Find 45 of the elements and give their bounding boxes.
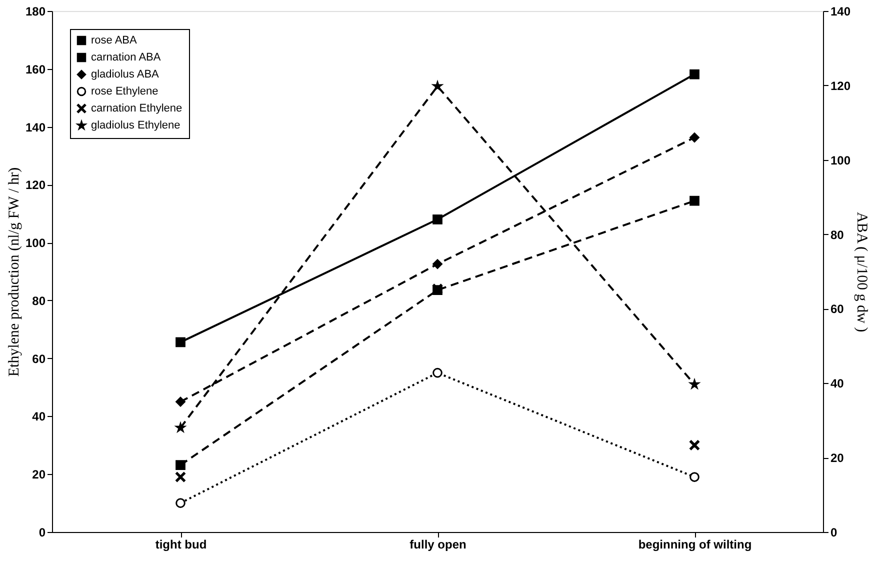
point [690,196,700,206]
y-tick-label: 120 [25,178,46,192]
point [176,422,186,432]
point [176,460,186,470]
y-axis-title: Ethylene production (nl/g FW / hr) [6,167,22,377]
legend-label: carnation Ethylene [91,102,182,114]
y-tick-label: 100 [25,236,46,250]
point [176,472,186,482]
y-tick-label: 60 [32,352,46,366]
point [432,368,442,378]
y2-tick-label: 40 [830,376,844,391]
legend-label: rose ABA [91,34,138,46]
y-tick-label: 20 [32,468,46,482]
y2-axis-title: ABA ( μ/100 g dw ) [854,212,870,332]
point [690,379,700,389]
x-tick-label: fully open [410,538,466,552]
legend-label: gladiolus ABA [91,68,160,80]
legend-label: carnation ABA [91,52,162,64]
x-tick-label: beginning of wilting [638,538,752,552]
point [690,132,700,142]
point [432,259,442,269]
point [176,498,186,508]
point [432,214,442,224]
y-tick-label: 80 [32,294,46,308]
y2-tick-label: 60 [830,302,844,316]
legend-label: rose Ethylene [91,86,158,98]
y-tick-label: 160 [25,62,46,76]
y-tick-label: 40 [32,410,46,424]
point [690,69,700,80]
y2-tick-label: 80 [830,228,844,242]
y2-tick-label: 120 [830,78,851,93]
y-tick-label: 0 [38,526,46,540]
point [690,472,700,482]
y-tick-label: 140 [25,120,46,134]
point [176,337,186,348]
legend-label: gladiolus Ethylene [91,120,180,132]
point [690,440,700,450]
x-tick-label: tight bud [155,538,207,552]
y-tick-label: 180 [25,4,46,18]
y2-tick-label: 20 [830,451,844,466]
point [432,81,442,90]
point [176,396,186,407]
y2-tick-label: 0 [830,526,838,540]
y2-tick-label: 140 [830,4,851,18]
y2-tick-label: 100 [830,153,851,168]
